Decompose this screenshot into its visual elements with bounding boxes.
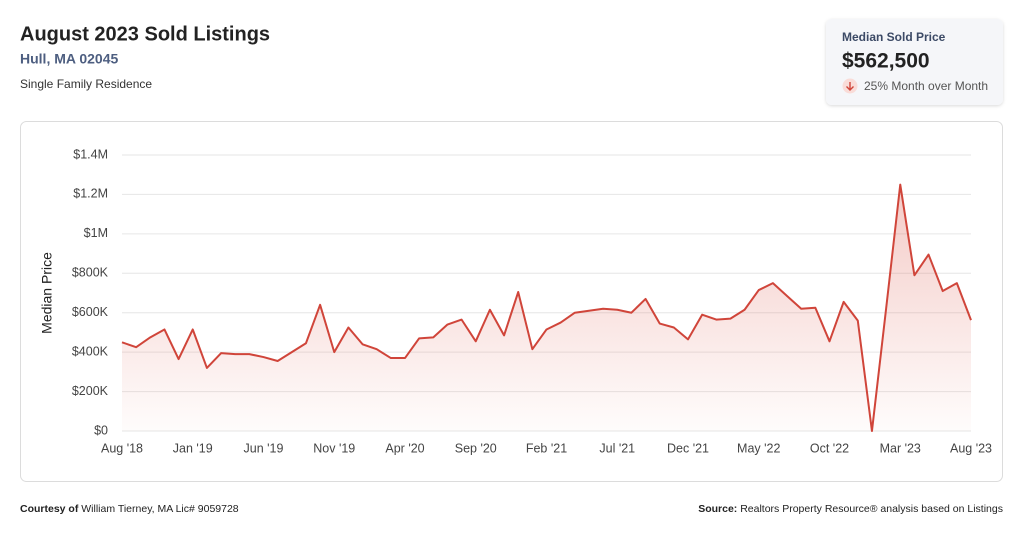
x-tick-label: Dec '21	[667, 441, 709, 455]
line	[121, 183, 972, 432]
x-tick-label: Aug '23	[950, 441, 992, 455]
courtesy: Courtesy of William Tierney, MA Lic# 905…	[20, 503, 239, 515]
area	[122, 184, 971, 431]
location: Hull, MA 02045	[20, 51, 119, 67]
x-tick-label: Apr '20	[385, 441, 424, 455]
x-tick-label: Mar '23	[880, 441, 921, 455]
x-tick-label: Feb '21	[526, 441, 567, 455]
y-tick-label: $1M	[84, 226, 108, 240]
kpi-value: $562,500	[842, 50, 930, 73]
kpi-label: Median Sold Price	[842, 30, 946, 44]
courtesy-label: Courtesy of	[20, 503, 79, 515]
title: August 2023 Sold Listings	[20, 23, 270, 45]
kpi-card	[826, 19, 1003, 105]
property-type: Single Family Residence	[20, 77, 152, 91]
x-tick-label: Jan '19	[173, 441, 213, 455]
source-label: Source:	[698, 503, 737, 515]
source-text: Realtors Property Resource® analysis bas…	[740, 503, 1003, 515]
source: Source: Realtors Property Resource® anal…	[698, 503, 1003, 515]
x-tick-label: May '22	[737, 441, 780, 455]
x-tick-label: Oct '22	[810, 441, 849, 455]
x-tick-label: Jun '19	[244, 441, 284, 455]
y-tick-label: $600K	[72, 305, 109, 319]
x-tick-label: Nov '19	[313, 441, 355, 455]
y-tick-label: $400K	[72, 344, 109, 358]
y-tick-label: $800K	[72, 266, 109, 280]
plot: $0 $200K $400K $600K $800K $1M $1.2M $1.4M Aug '…	[72, 147, 992, 455]
courtesy-text: William Tierney, MA Lic# 9059728	[81, 503, 239, 515]
y-tick-label: $200K	[72, 384, 109, 398]
down-arrow	[846, 82, 854, 91]
x-tick-label: Jul '21	[599, 441, 635, 455]
y-tick-label: $1.4M	[73, 147, 108, 161]
x-tick-label: Aug '18	[101, 441, 143, 455]
y-tick-label: $1.2M	[73, 187, 108, 201]
kpi-change: 25% Month over Month	[864, 79, 988, 93]
y-tick-label: $0	[94, 423, 108, 437]
x-tick-label: Sep '20	[455, 441, 497, 455]
y-axis-label: Median Price	[39, 252, 55, 334]
